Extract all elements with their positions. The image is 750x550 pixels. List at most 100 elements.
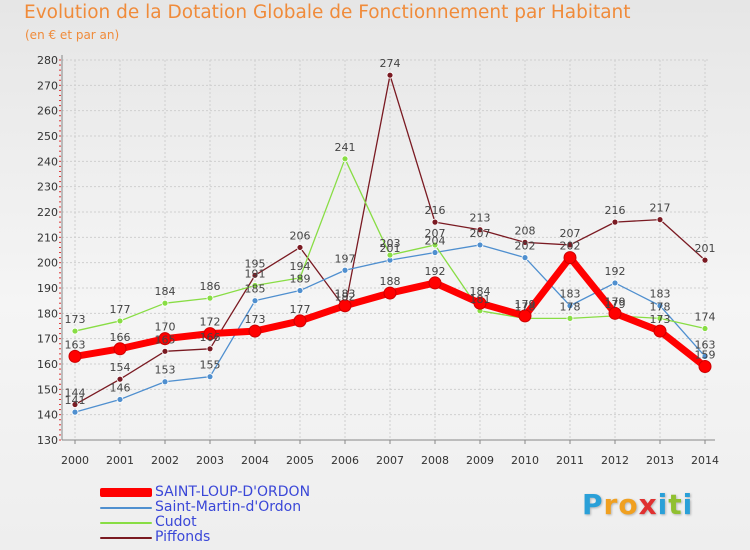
logo-letter: r xyxy=(604,488,619,521)
data-point xyxy=(162,348,168,354)
data-point xyxy=(249,325,261,337)
data-label: 146 xyxy=(110,381,131,394)
y-tick-label: 170 xyxy=(37,333,58,346)
legend-swatch xyxy=(100,488,152,497)
data-point xyxy=(432,250,438,256)
legend-item: Piffonds xyxy=(100,530,400,545)
y-tick-label: 240 xyxy=(37,155,58,168)
data-label: 195 xyxy=(245,257,266,270)
legend-item: SAINT-LOUP-D'ORDON xyxy=(100,485,400,500)
data-point xyxy=(654,325,666,337)
data-label: 183 xyxy=(560,288,581,301)
data-point xyxy=(162,300,168,306)
x-tick-label: 2005 xyxy=(286,454,314,467)
data-point xyxy=(432,219,438,225)
data-label: 170 xyxy=(155,321,176,334)
x-tick-label: 2012 xyxy=(601,454,629,467)
x-tick-label: 2003 xyxy=(196,454,224,467)
y-tick-label: 200 xyxy=(37,257,58,270)
data-label: 202 xyxy=(560,240,581,253)
legend-swatch xyxy=(100,522,152,524)
y-tick-label: 230 xyxy=(37,181,58,194)
data-label: 154 xyxy=(110,361,131,374)
data-point xyxy=(294,315,306,327)
y-tick-label: 220 xyxy=(37,206,58,219)
data-point xyxy=(342,267,348,273)
data-point xyxy=(117,318,123,324)
data-point xyxy=(522,255,528,261)
logo-letter: o xyxy=(618,488,638,521)
data-label: 189 xyxy=(290,273,311,286)
x-tick-label: 2007 xyxy=(376,454,404,467)
legend-item: Cudot xyxy=(100,515,400,530)
x-tick-label: 2001 xyxy=(106,454,134,467)
data-label: 203 xyxy=(380,237,401,250)
x-tick-label: 2002 xyxy=(151,454,179,467)
y-tick-label: 190 xyxy=(37,282,58,295)
proxiti-logo: Proxiti xyxy=(582,488,693,521)
data-point xyxy=(567,315,573,321)
data-label: 213 xyxy=(470,212,491,225)
data-label: 186 xyxy=(200,280,221,293)
logo-letter: i xyxy=(683,488,694,521)
data-label: 192 xyxy=(605,265,626,278)
data-label: 153 xyxy=(155,364,176,377)
data-point xyxy=(342,156,348,162)
data-label: 177 xyxy=(290,303,311,316)
data-point xyxy=(477,242,483,248)
x-tick-label: 2011 xyxy=(556,454,584,467)
data-point xyxy=(207,295,213,301)
data-label: 216 xyxy=(425,204,446,217)
y-tick-label: 250 xyxy=(37,130,58,143)
y-tick-label: 280 xyxy=(37,54,58,67)
data-point xyxy=(699,361,711,373)
data-label: 182 xyxy=(335,290,356,303)
data-label: 208 xyxy=(515,224,536,237)
x-tick-label: 2010 xyxy=(511,454,539,467)
data-label: 172 xyxy=(200,316,221,329)
data-label: 192 xyxy=(425,265,446,278)
data-label: 217 xyxy=(650,202,671,215)
logo-letter: t xyxy=(668,488,682,521)
data-point xyxy=(612,219,618,225)
data-point xyxy=(702,326,708,332)
legend-label: SAINT-LOUP-D'ORDON xyxy=(155,484,310,500)
y-tick-label: 140 xyxy=(37,409,58,422)
data-point xyxy=(612,280,618,286)
axes: 1301401501601701801902002102202302402502… xyxy=(37,54,719,467)
x-tick-label: 2004 xyxy=(241,454,269,467)
data-label: 188 xyxy=(380,275,401,288)
data-point xyxy=(72,409,78,415)
data-label: 181 xyxy=(470,293,491,306)
data-point xyxy=(72,328,78,334)
data-label: 185 xyxy=(245,283,266,296)
data-label: 163 xyxy=(65,338,86,351)
data-label: 178 xyxy=(515,300,536,313)
x-tick-label: 2000 xyxy=(61,454,89,467)
data-point xyxy=(387,72,393,78)
data-label: 183 xyxy=(650,288,671,301)
data-point xyxy=(207,346,213,352)
data-label: 144 xyxy=(65,387,86,400)
line-chart: 1301401501601701801902002102202302402502… xyxy=(0,0,750,470)
x-tick-label: 2014 xyxy=(691,454,719,467)
y-tick-label: 270 xyxy=(37,79,58,92)
data-label: 197 xyxy=(335,252,356,265)
legend-swatch xyxy=(100,537,152,539)
data-label: 207 xyxy=(425,227,446,240)
legend-label: Cudot xyxy=(155,514,197,530)
data-label: 207 xyxy=(470,227,491,240)
legend: SAINT-LOUP-D'ORDON Saint-Martin-d'Ordon … xyxy=(100,485,400,545)
data-label: 174 xyxy=(695,311,716,324)
data-label: 178 xyxy=(560,300,581,313)
logo-letter: P xyxy=(582,488,604,521)
data-label: 173 xyxy=(245,313,266,326)
logo-letter: i xyxy=(658,488,669,521)
y-tick-label: 260 xyxy=(37,105,58,118)
data-point xyxy=(657,217,663,223)
data-label: 173 xyxy=(650,313,671,326)
data-point xyxy=(207,374,213,380)
y-tick-label: 180 xyxy=(37,307,58,320)
data-point xyxy=(564,252,576,264)
legend-item: Saint-Martin-d'Ordon xyxy=(100,500,400,515)
